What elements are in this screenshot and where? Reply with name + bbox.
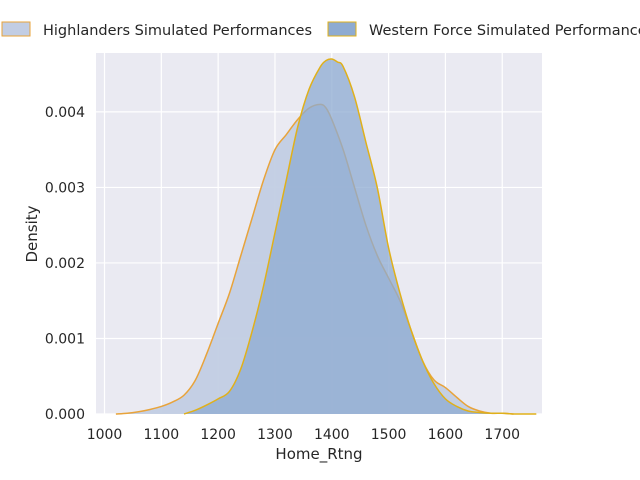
y-tick-label: 0.004: [45, 105, 85, 121]
legend-swatch-highlanders: [1, 21, 31, 37]
y-tick-label: 0.002: [45, 256, 85, 272]
x-tick-label: 1700: [484, 427, 520, 443]
y-tick-label: 0.001: [45, 331, 85, 347]
legend-label-western-force: Western Force Simulated Performances: [369, 23, 640, 39]
x-tick-label: 1600: [428, 427, 464, 443]
x-tick-label: 1500: [371, 427, 407, 443]
legend-swatch-western-force: [327, 21, 357, 37]
y-tick-label: 0.000: [45, 407, 85, 423]
y-axis-title: Density: [23, 205, 41, 262]
x-tick-label: 1100: [144, 427, 180, 443]
y-tick-label: 0.003: [45, 180, 85, 196]
density-area-western-force: [184, 58, 537, 415]
x-tick-label: 1200: [200, 427, 236, 443]
legend: Highlanders Simulated Performances Weste…: [1, 21, 640, 39]
x-tick-label: 1400: [314, 427, 350, 443]
legend-label-highlanders: Highlanders Simulated Performances: [43, 23, 312, 39]
x-tick-label: 1000: [87, 427, 123, 443]
density-line-western-force: [183, 58, 537, 415]
x-axis-ticks: 1000 1100 1200 1300 1400 1500 1600 1700: [87, 427, 520, 443]
y-axis-ticks: 0.000 0.001 0.002 0.003 0.004: [45, 105, 85, 423]
density-areas: [115, 58, 537, 415]
x-axis-title: Home_Rtng: [275, 445, 362, 464]
x-tick-label: 1300: [257, 427, 293, 443]
